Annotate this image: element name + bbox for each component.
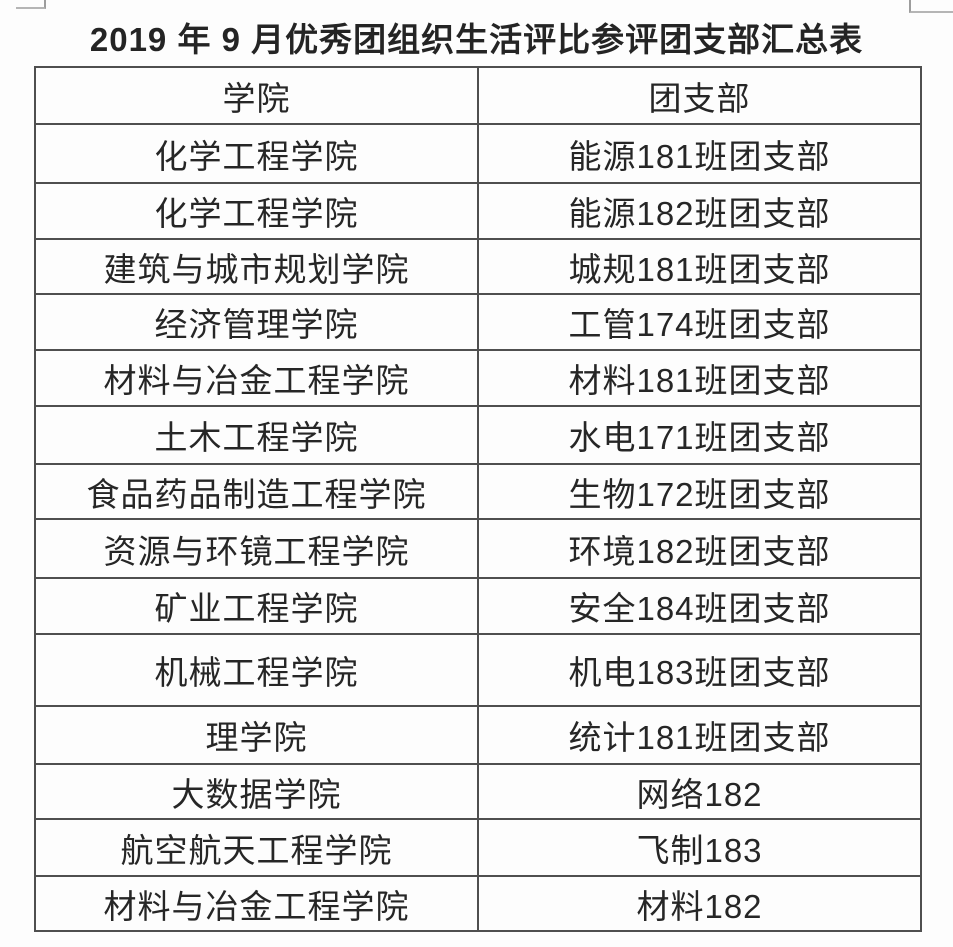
college-cell: 材料与冶金工程学院 bbox=[34, 349, 479, 407]
table-row: 矿业工程学院 安全184班团支部 bbox=[34, 577, 922, 635]
branch-cell: 工管174班团支部 bbox=[477, 293, 922, 351]
college-cell: 化学工程学院 bbox=[34, 182, 479, 240]
branch-cell: 材料181班团支部 bbox=[477, 349, 922, 407]
table-header-row: 学院 团支部 bbox=[34, 66, 922, 125]
page-title: 2019 年 9 月优秀团组织生活评比参评团支部汇总表 bbox=[89, 21, 864, 58]
branch-cell: 安全184班团支部 bbox=[477, 577, 922, 635]
college-cell: 建筑与城市规划学院 bbox=[34, 238, 479, 295]
table-row: 机械工程学院 机电183班团支部 bbox=[34, 633, 922, 707]
table-row: 经济管理学院 工管174班团支部 bbox=[34, 293, 922, 351]
table-row: 材料与冶金工程学院 材料181班团支部 bbox=[34, 349, 922, 407]
college-cell: 资源与环镜工程学院 bbox=[34, 518, 479, 579]
college-cell: 化学工程学院 bbox=[34, 123, 479, 184]
branch-cell: 飞制183 bbox=[477, 818, 922, 877]
branch-cell: 能源181班团支部 bbox=[477, 123, 922, 184]
table-row: 化学工程学院 能源181班团支部 bbox=[34, 123, 922, 184]
branch-cell: 水电171班团支部 bbox=[477, 405, 922, 465]
college-cell: 机械工程学院 bbox=[34, 633, 479, 707]
college-cell: 土木工程学院 bbox=[34, 405, 479, 465]
column-header-branch: 团支部 bbox=[477, 66, 922, 125]
table-row: 大数据学院 网络182 bbox=[34, 763, 922, 820]
college-cell: 经济管理学院 bbox=[34, 293, 479, 351]
table-row: 航空航天工程学院 飞制183 bbox=[34, 818, 922, 877]
table-row: 土木工程学院 水电171班团支部 bbox=[34, 405, 922, 465]
cropped-table-corner-top-left bbox=[16, 0, 46, 9]
table-row: 化学工程学院 能源182班团支部 bbox=[34, 182, 922, 240]
branch-cell: 生物172班团支部 bbox=[477, 463, 922, 520]
column-header-college: 学院 bbox=[34, 66, 479, 125]
college-cell: 航空航天工程学院 bbox=[34, 818, 479, 877]
table-row: 建筑与城市规划学院 城规181班团支部 bbox=[34, 238, 922, 295]
college-cell: 食品药品制造工程学院 bbox=[34, 463, 479, 520]
table-row: 材料与冶金工程学院 材料182 bbox=[34, 875, 922, 932]
college-cell: 材料与冶金工程学院 bbox=[34, 875, 479, 932]
college-cell: 理学院 bbox=[34, 705, 479, 765]
branch-cell: 城规181班团支部 bbox=[477, 238, 922, 295]
branch-cell: 能源182班团支部 bbox=[477, 182, 922, 240]
branch-cell: 材料182 bbox=[477, 875, 922, 932]
branch-cell: 网络182 bbox=[477, 763, 922, 820]
table-row: 资源与环镜工程学院 环境182班团支部 bbox=[34, 518, 922, 579]
branch-cell: 统计181班团支部 bbox=[477, 705, 922, 765]
branch-cell: 环境182班团支部 bbox=[477, 518, 922, 579]
college-cell: 大数据学院 bbox=[34, 763, 479, 820]
table-row: 食品药品制造工程学院 生物172班团支部 bbox=[34, 463, 922, 520]
table-row: 理学院 统计181班团支部 bbox=[34, 705, 922, 765]
branch-cell: 机电183班团支部 bbox=[477, 633, 922, 707]
summary-table: 学院 团支部 化学工程学院 能源181班团支部 化学工程学院 能源182班团支部… bbox=[34, 66, 922, 932]
cropped-table-corner-top-right bbox=[909, 0, 953, 13]
college-cell: 矿业工程学院 bbox=[34, 577, 479, 635]
